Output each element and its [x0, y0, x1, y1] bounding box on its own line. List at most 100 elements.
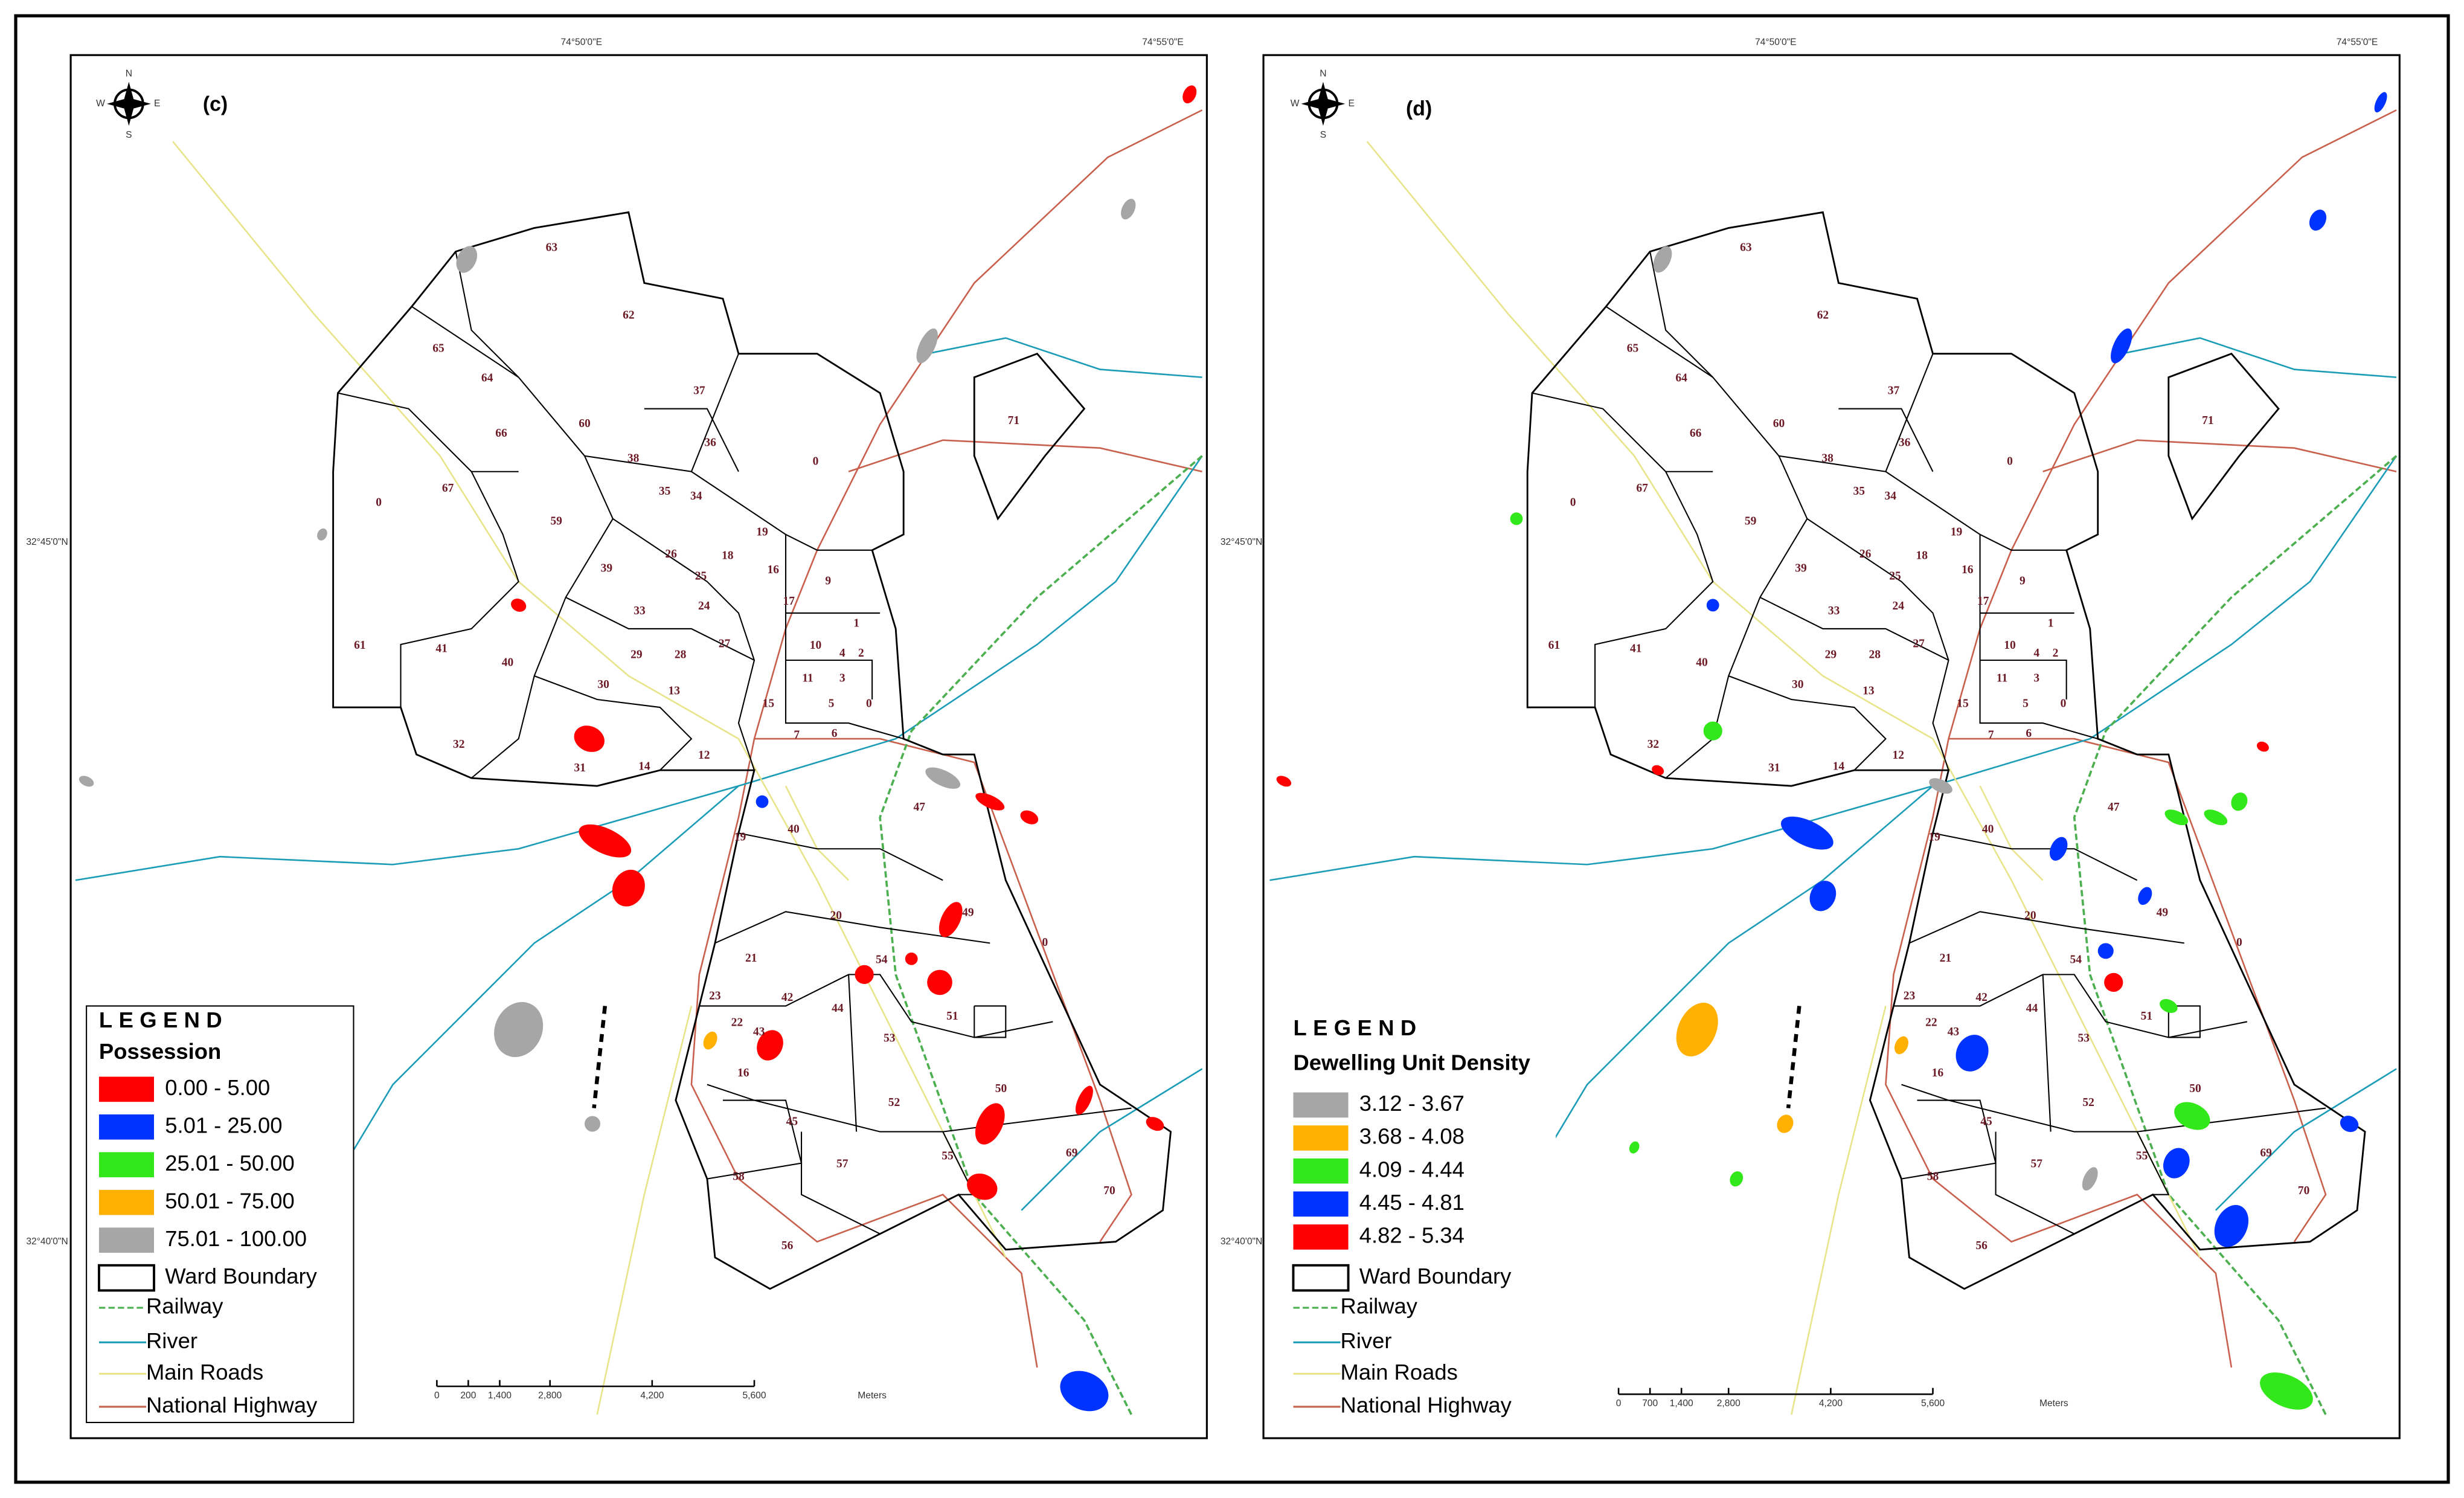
ward-number: 45: [786, 1115, 798, 1128]
map-line-river: [2215, 1068, 2397, 1211]
class-patch: [2104, 972, 2123, 992]
legend-swatch: [1292, 1264, 1350, 1292]
compass-letter: S: [126, 130, 132, 140]
ward-number: 0: [2061, 697, 2067, 710]
ward-number: 42: [781, 991, 793, 1004]
ward-number: 23: [709, 989, 721, 1002]
ward-number: 6: [832, 727, 838, 740]
ward-number: 35: [1853, 485, 1865, 498]
ward-number: 44: [2026, 1002, 2038, 1015]
map-line-river: [1269, 455, 2398, 881]
ward-number: 43: [1948, 1026, 1960, 1038]
compass-letter: S: [1320, 130, 1326, 140]
class-patch: [1075, 1085, 1093, 1115]
ward-boundary: [2167, 1005, 2201, 1038]
class-patch: [757, 1030, 783, 1061]
ward-number: 36: [704, 436, 716, 449]
ward-number: 0: [813, 455, 819, 468]
scale-label: 200: [460, 1390, 476, 1401]
map-line-main-roads: [1791, 1006, 1887, 1415]
longitude-label: 74°50'0"E: [1755, 37, 1797, 48]
ward-number: 10: [2004, 639, 2016, 652]
legend-label: 4.45 - 4.81: [1359, 1190, 1465, 1215]
ward-number: 49: [2157, 906, 2169, 919]
class-patch: [2082, 1167, 2098, 1191]
class-patch: [1955, 1035, 1989, 1072]
legend-label: 0.00 - 5.00: [165, 1075, 270, 1100]
ward-number: 16: [1962, 564, 1974, 576]
scale-label: 1,400: [488, 1390, 512, 1401]
class-patch: [756, 795, 769, 808]
ward-boundary: [714, 911, 990, 944]
ward-number: 14: [1833, 760, 1845, 773]
panel-frame: [69, 54, 1208, 1439]
ward-number: 36: [1899, 436, 1911, 449]
ward-number: 64: [1675, 372, 1687, 385]
scale-label: 2,800: [538, 1390, 562, 1401]
ward-number: 59: [1745, 515, 1757, 527]
compass-letter: E: [1349, 98, 1355, 109]
ward-number: 16: [737, 1067, 749, 1079]
ward-number: 40: [788, 823, 800, 835]
ward-number: 65: [1627, 342, 1639, 355]
legend-swatch: [1293, 1158, 1349, 1184]
ward-number: 6: [2026, 727, 2032, 740]
ward-number: 62: [1817, 309, 1829, 322]
map-line-main-roads: [172, 141, 1007, 1258]
ward-number: 10: [810, 639, 822, 652]
ward-number: 63: [1740, 242, 1752, 254]
ward-number: 55: [942, 1150, 954, 1163]
ward-number: 0: [376, 496, 382, 509]
legend-label: Main Roads: [146, 1360, 263, 1384]
class-patch: [579, 824, 632, 858]
ward-number: 32: [1647, 738, 1660, 751]
scale-label: 5,600: [742, 1390, 766, 1401]
ward-boundary: [1933, 832, 2138, 881]
class-patch: [2049, 837, 2068, 861]
class-patch: [317, 528, 327, 541]
class-patch: [927, 969, 952, 995]
class-patch: [1629, 1141, 1640, 1154]
ward-number: 20: [2024, 910, 2036, 922]
legend-swatch: [98, 1152, 154, 1178]
class-patch: [2256, 741, 2269, 752]
class-patch: [2214, 1204, 2249, 1247]
class-patch: [584, 1116, 600, 1132]
class-patch: [2309, 210, 2327, 231]
latitude-label: 32°45'0"N: [1221, 537, 1262, 547]
ward-number: 63: [546, 242, 558, 254]
compass-letter: N: [1320, 69, 1326, 79]
ward-boundary: [1995, 1131, 2075, 1235]
legend-title: LEGEND: [99, 1008, 228, 1032]
legend-label: 4.09 - 4.44: [1359, 1157, 1465, 1181]
ward-number: 19: [756, 526, 768, 539]
ward-number: 71: [1008, 414, 1020, 427]
ward-number: 51: [946, 1010, 958, 1023]
ward-boundary: [738, 832, 943, 881]
ward-boundary: [534, 675, 693, 771]
scale-label: 4,200: [1819, 1398, 1843, 1409]
ward-number: 30: [1792, 678, 1804, 691]
ward-number: 61: [354, 639, 366, 652]
ward-number: 32: [453, 738, 465, 751]
ward-boundary: [1838, 408, 1934, 472]
ward-number: 2: [858, 647, 864, 660]
ward-number: 37: [693, 385, 705, 397]
ward-number: 20: [830, 910, 842, 922]
ward-boundary: [612, 518, 756, 771]
class-patch: [2204, 809, 2228, 826]
dashed-road: [592, 1006, 608, 1108]
ward-number: 47: [2108, 801, 2120, 814]
class-patch: [1706, 599, 1719, 612]
ward-outline: [1526, 211, 2366, 1290]
compass-star: [1301, 82, 1346, 126]
ward-number: 0: [866, 697, 872, 710]
ward-boundary: [644, 408, 739, 472]
legend-swatch: [1293, 1125, 1349, 1151]
ward-number: 45: [1980, 1115, 1992, 1128]
legend-label: River: [1341, 1328, 1392, 1353]
ward-number: 15: [763, 697, 775, 710]
ward-number: 14: [638, 760, 650, 773]
ward-number: 26: [1859, 548, 1872, 561]
